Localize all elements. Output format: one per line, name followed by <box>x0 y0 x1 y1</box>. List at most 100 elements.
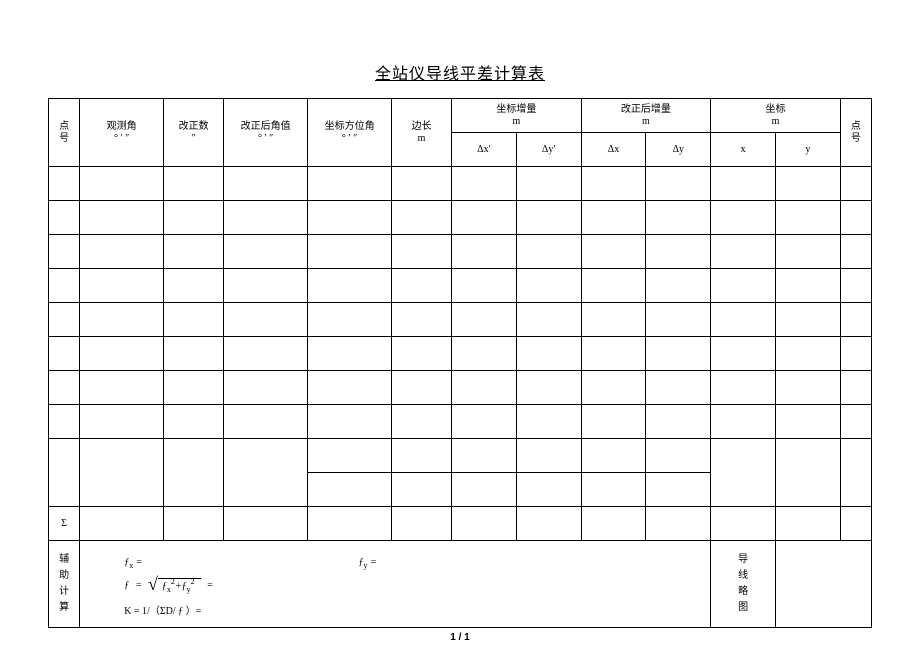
cell <box>224 405 308 439</box>
col-point-id: 点号 <box>49 99 80 167</box>
cell <box>392 235 452 269</box>
cell <box>646 439 711 473</box>
cell <box>80 269 164 303</box>
cell <box>164 507 224 541</box>
cell <box>80 167 164 201</box>
cell <box>840 167 871 201</box>
cell <box>711 201 776 235</box>
cell <box>452 269 517 303</box>
cell <box>452 473 517 507</box>
cell <box>711 371 776 405</box>
cell <box>711 235 776 269</box>
col-y: y <box>775 133 840 167</box>
cell <box>516 371 581 405</box>
cell <box>308 269 392 303</box>
cell <box>581 269 646 303</box>
cell <box>392 269 452 303</box>
cell <box>80 201 164 235</box>
cell <box>581 235 646 269</box>
cell <box>392 303 452 337</box>
cell <box>775 235 840 269</box>
cell <box>452 507 517 541</box>
cell <box>392 473 452 507</box>
cell <box>49 303 80 337</box>
cell <box>392 507 452 541</box>
cell <box>80 303 164 337</box>
cell <box>164 439 224 507</box>
cell <box>646 201 711 235</box>
sketch-label: 导 线 略 图 <box>711 541 776 628</box>
cell <box>224 235 308 269</box>
cell <box>49 235 80 269</box>
col-x: x <box>711 133 776 167</box>
cell <box>775 269 840 303</box>
cell <box>308 167 392 201</box>
cell <box>516 337 581 371</box>
col-coord-increment: 坐标增量m <box>452 99 582 133</box>
cell <box>516 167 581 201</box>
cell <box>711 269 776 303</box>
cell <box>80 439 164 507</box>
cell <box>164 235 224 269</box>
cell <box>308 473 392 507</box>
cell <box>392 371 452 405</box>
cell <box>581 337 646 371</box>
cell <box>516 405 581 439</box>
cell <box>711 507 776 541</box>
cell <box>775 507 840 541</box>
cell <box>164 167 224 201</box>
cell <box>775 303 840 337</box>
aux-calc-content: ƒx = ƒy = ƒ = √ ƒx2 + ƒy2 = <box>80 541 711 628</box>
cell <box>164 405 224 439</box>
cell <box>646 473 711 507</box>
cell <box>840 371 871 405</box>
cell <box>452 337 517 371</box>
cell <box>711 405 776 439</box>
cell <box>49 371 80 405</box>
cell <box>775 371 840 405</box>
cell <box>308 201 392 235</box>
col-dy: Δy <box>646 133 711 167</box>
cell <box>775 439 840 507</box>
cell <box>308 507 392 541</box>
cell <box>308 405 392 439</box>
cell <box>224 269 308 303</box>
cell <box>840 269 871 303</box>
cell <box>224 507 308 541</box>
col-observed-angle: 观测角° ′ ″ <box>80 99 164 167</box>
col-point-id-right: 点号 <box>840 99 871 167</box>
cell <box>392 201 452 235</box>
cell <box>646 235 711 269</box>
cell <box>224 337 308 371</box>
col-side-length: 边长m <box>392 99 452 167</box>
cell <box>581 405 646 439</box>
cell <box>840 337 871 371</box>
cell <box>392 167 452 201</box>
cell <box>581 201 646 235</box>
cell <box>711 439 776 507</box>
cell <box>646 507 711 541</box>
cell <box>516 201 581 235</box>
cell <box>452 167 517 201</box>
cell <box>775 337 840 371</box>
cell <box>49 337 80 371</box>
col-corrected-angle: 改正后角值° ′ ″ <box>224 99 308 167</box>
cell <box>516 269 581 303</box>
cell <box>646 303 711 337</box>
cell <box>164 303 224 337</box>
cell <box>581 507 646 541</box>
cell <box>49 201 80 235</box>
col-dx: Δx <box>581 133 646 167</box>
cell <box>80 235 164 269</box>
col-coordinates: 坐标m <box>711 99 841 133</box>
aux-calc-label: 辅 助 计 算 <box>49 541 80 628</box>
cell <box>711 337 776 371</box>
cell <box>80 371 164 405</box>
cell <box>224 303 308 337</box>
cell <box>224 167 308 201</box>
cell <box>646 371 711 405</box>
cell <box>775 167 840 201</box>
sigma-label: Σ <box>49 507 80 541</box>
cell <box>581 303 646 337</box>
cell <box>516 303 581 337</box>
